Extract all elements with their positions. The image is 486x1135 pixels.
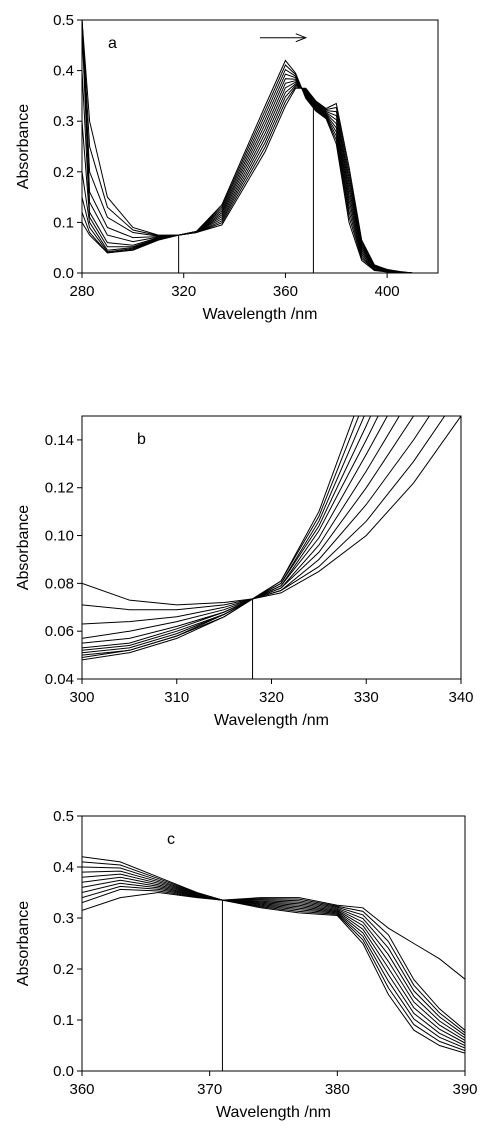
series-line-6 [82, 876, 465, 1041]
series-group [82, 856, 465, 1054]
y-tick-label: 0.2 [53, 961, 74, 978]
series-line-10 [82, 86, 438, 273]
x-tick-label: 320 [171, 283, 196, 300]
panel-label: b [137, 431, 146, 448]
y-axis-title: Absorbance [15, 901, 32, 986]
y-tick-label: 0.04 [45, 671, 74, 688]
y-tick-label: 0.3 [53, 910, 74, 927]
y-axis-title: Absorbance [15, 104, 32, 189]
x-tick-label: 320 [259, 689, 284, 706]
x-tick-label: 400 [375, 283, 400, 300]
y-tick-label: 0.0 [53, 1063, 74, 1080]
series-line-11 [82, 891, 465, 980]
series-group [82, 416, 461, 661]
x-tick-label: 280 [69, 283, 94, 300]
series-line-8 [82, 882, 465, 1036]
x-tick-label: 360 [273, 283, 298, 300]
y-tick-label: 0.5 [53, 12, 74, 29]
series-line-11 [82, 416, 355, 661]
y-tick-label: 0.06 [45, 623, 74, 640]
plot-frame [81, 415, 462, 680]
x-axis-title: Wavelength /nm [202, 306, 317, 323]
series-group [82, 20, 438, 273]
chart-panel-a: 280 320 360 400 0.0 0.1 0.2 0.3 0.4 0.5 Wavelength… [15, 12, 439, 323]
x-axis-title: Wavelength /nm [214, 712, 329, 729]
plot-frame [81, 19, 439, 274]
x-tick-label: 370 [197, 1081, 222, 1098]
series-line-9 [82, 885, 465, 1034]
series-line-4 [82, 416, 415, 639]
x-tick-label: 390 [452, 1081, 477, 1098]
y-tick-label: 0.1 [53, 214, 74, 231]
series-line-7 [82, 879, 465, 1039]
series-line-4 [82, 870, 465, 1046]
series-line-3 [82, 866, 465, 1049]
x-tick-label: 340 [448, 689, 473, 706]
panel-label: a [108, 35, 117, 52]
series-line-11 [82, 87, 438, 273]
x-tick-label: 380 [325, 1081, 350, 1098]
series-line-7 [82, 416, 379, 651]
y-tick-label: 0.08 [45, 575, 74, 592]
series-line-4 [82, 20, 438, 273]
chart-panel-b: 300 310 320 330 340 0.04 0.06 0.08 0.10 0.12 0.14 W… [15, 415, 474, 729]
shift-arrow-head [295, 33, 308, 43]
y-tick-label: 0.4 [53, 859, 74, 876]
y-tick-label: 0.0 [53, 265, 74, 282]
y-tick-label: 0.4 [53, 63, 74, 80]
x-axis-title: Wavelength /nm [216, 1104, 331, 1121]
y-tick-label: 0.12 [45, 480, 74, 497]
series-line-1 [82, 416, 461, 606]
series-line-1 [82, 856, 465, 1054]
x-tick-label: 360 [69, 1081, 94, 1098]
x-tick-label: 330 [354, 689, 379, 706]
series-line-3 [82, 416, 430, 625]
series-line-5 [82, 416, 400, 644]
series-line-10 [82, 888, 465, 1031]
y-tick-label: 0.2 [53, 164, 74, 181]
series-line-2 [82, 416, 446, 611]
y-tick-label: 0.3 [53, 113, 74, 130]
panel-label: c [167, 831, 175, 848]
x-tick-label: 310 [164, 689, 189, 706]
series-line-2 [82, 861, 465, 1052]
x-tick-label: 300 [69, 689, 94, 706]
y-tick-label: 0.5 [53, 808, 74, 825]
y-tick-label: 0.14 [45, 432, 74, 449]
y-axis-title: Absorbance [15, 505, 32, 590]
y-tick-label: 0.10 [45, 528, 74, 545]
series-line-6 [82, 70, 438, 273]
y-tick-label: 0.1 [53, 1012, 74, 1029]
chart-panel-c: 360 370 380 390 0.0 0.1 0.2 0.3 0.4 0.5 Wavelength… [15, 808, 478, 1121]
series-line-5 [82, 873, 465, 1044]
plot-frame [81, 815, 466, 1072]
